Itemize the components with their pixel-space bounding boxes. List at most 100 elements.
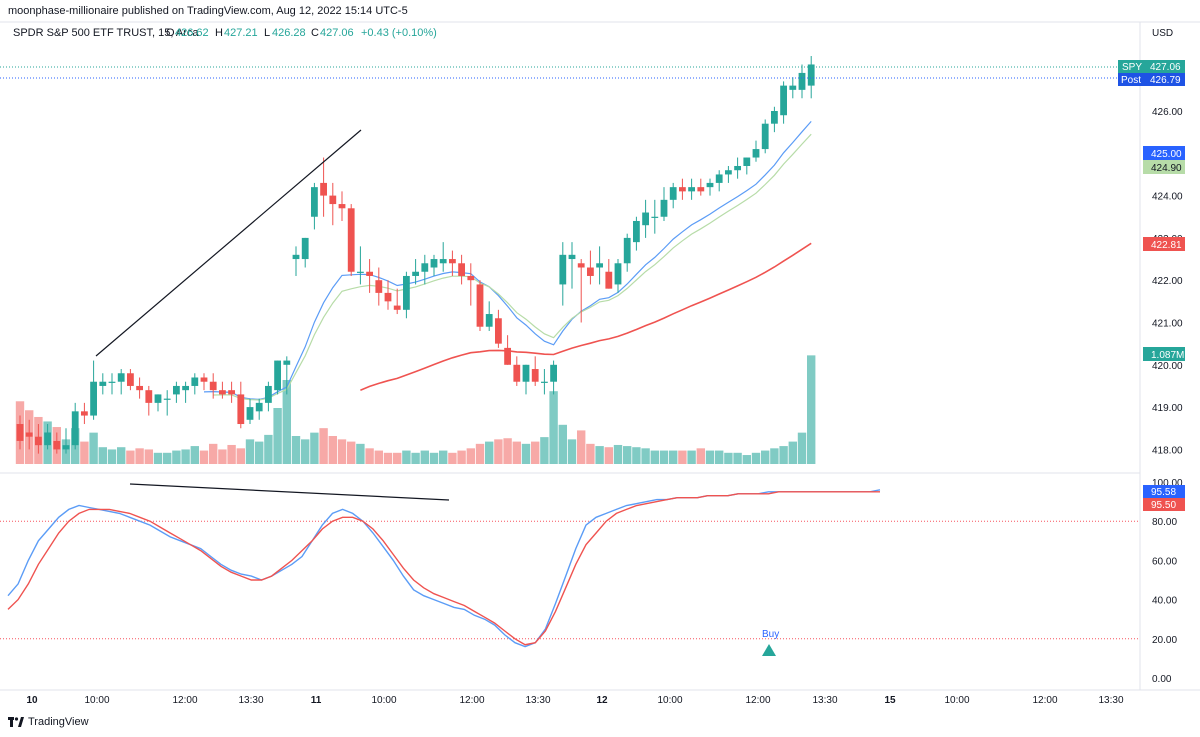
candle-body bbox=[329, 195, 337, 205]
volume-bar bbox=[650, 450, 659, 464]
post-price-badge bbox=[1143, 73, 1185, 86]
candle-body bbox=[541, 381, 548, 383]
volume-bar bbox=[282, 380, 291, 464]
trendline-oscillator[interactable] bbox=[129, 483, 450, 501]
volume-bar bbox=[98, 447, 107, 464]
volume-bar bbox=[733, 452, 742, 464]
volume-bar bbox=[310, 432, 319, 464]
candle-body bbox=[605, 271, 613, 289]
candle-body bbox=[228, 390, 235, 395]
time-axis: 10 10:00 12:00 13:30 11 10:00 12:00 13:30 12 10:0… bbox=[26, 695, 1124, 706]
ohlc-open-label: O bbox=[166, 27, 175, 39]
candle-body bbox=[660, 199, 668, 217]
osc-tick-label: 60.00 bbox=[1152, 556, 1177, 567]
volume-bar bbox=[448, 452, 457, 464]
volume-bar bbox=[540, 437, 549, 464]
osc-tick-label: 100.00 bbox=[1152, 478, 1183, 489]
volume-bar bbox=[669, 450, 678, 464]
volume-bar bbox=[595, 446, 604, 464]
candle-body bbox=[117, 373, 125, 382]
volume-bar bbox=[586, 443, 595, 464]
candle-body bbox=[789, 85, 797, 90]
post-tag-text: Post bbox=[1121, 75, 1141, 86]
candle-body bbox=[596, 263, 603, 268]
price-tick-label: 420.00 bbox=[1152, 361, 1183, 372]
volume-bar bbox=[337, 439, 347, 464]
volume-bar bbox=[457, 450, 466, 464]
volume-bar bbox=[613, 444, 623, 464]
candle-body bbox=[255, 402, 263, 412]
buy-annotation: Buy bbox=[762, 629, 779, 640]
candle-body bbox=[246, 407, 254, 420]
candle-body bbox=[209, 381, 217, 391]
candle-body bbox=[16, 424, 24, 441]
time-tick-label: 10 bbox=[26, 695, 38, 706]
candle-body bbox=[439, 259, 447, 264]
candle-body bbox=[642, 212, 649, 226]
spy-price-text: 427.06 bbox=[1150, 62, 1181, 73]
volume-bar bbox=[245, 439, 255, 464]
candle-body bbox=[25, 432, 33, 437]
osc-tick-label: 40.00 bbox=[1152, 596, 1177, 607]
ema-fast-badge bbox=[1143, 146, 1185, 160]
volume-bar bbox=[264, 434, 273, 464]
volume-bar bbox=[512, 441, 521, 464]
volume-bar bbox=[466, 448, 475, 464]
price-tick-label: 422.00 bbox=[1152, 276, 1183, 287]
volume-bar bbox=[218, 449, 227, 464]
volume-bar bbox=[567, 439, 577, 464]
candle-body bbox=[35, 436, 42, 446]
volume-bar bbox=[742, 455, 751, 464]
trendline-price[interactable] bbox=[95, 129, 362, 357]
osc-d-badge bbox=[1143, 498, 1185, 511]
osc-k-badge bbox=[1143, 485, 1185, 498]
price-tick-label: 426.00 bbox=[1152, 107, 1183, 118]
time-tick-label: 12 bbox=[596, 695, 608, 706]
candle-body bbox=[715, 174, 723, 183]
candle-body bbox=[301, 237, 309, 260]
candle-body bbox=[90, 381, 97, 416]
candle-body bbox=[283, 360, 291, 365]
volume-bar bbox=[328, 436, 337, 464]
candle-body bbox=[274, 360, 281, 391]
candle-body bbox=[412, 271, 419, 276]
time-tick-label: 10:00 bbox=[371, 695, 396, 706]
volume-bar bbox=[678, 450, 687, 464]
candle-body bbox=[504, 347, 511, 365]
ema-fast-text: 425.00 bbox=[1151, 149, 1182, 160]
osc-d-line bbox=[7, 491, 880, 646]
candle-body bbox=[485, 314, 493, 327]
candle-body bbox=[81, 411, 88, 416]
candle-body bbox=[44, 432, 51, 446]
ema-fast-line bbox=[203, 121, 812, 401]
candle-body bbox=[320, 182, 327, 196]
volume-bar bbox=[199, 450, 209, 464]
candle-body bbox=[53, 440, 61, 450]
buy-arrow-icon[interactable] bbox=[762, 644, 776, 656]
tradingview-logo: TradingView bbox=[8, 716, 89, 728]
volume-bar bbox=[715, 450, 724, 464]
candle-body bbox=[292, 254, 300, 260]
candle-body bbox=[347, 208, 355, 272]
candle-body bbox=[623, 237, 631, 264]
volume-bar bbox=[696, 448, 705, 464]
volume-bar bbox=[577, 430, 586, 464]
candle-body bbox=[357, 271, 364, 273]
candle-body bbox=[173, 385, 180, 395]
candle-body bbox=[577, 263, 585, 268]
ohlc-low-label: L bbox=[264, 27, 270, 39]
ohlc-high-label: H bbox=[215, 27, 223, 39]
publisher-line: moonphase-millionaire published on Tradi… bbox=[8, 5, 408, 17]
candle-body bbox=[200, 377, 208, 382]
volume-bar bbox=[705, 450, 715, 464]
post-price-text: 426.79 bbox=[1150, 75, 1181, 86]
volume-bar bbox=[531, 441, 540, 464]
candle-body bbox=[265, 385, 272, 403]
osc-tick-label: 80.00 bbox=[1152, 517, 1177, 528]
volume-bar bbox=[374, 450, 383, 464]
volume-bar bbox=[356, 443, 365, 464]
volume-bar bbox=[80, 441, 89, 464]
ema-slow-text: 424.90 bbox=[1151, 163, 1182, 174]
volume-bar bbox=[485, 441, 494, 464]
